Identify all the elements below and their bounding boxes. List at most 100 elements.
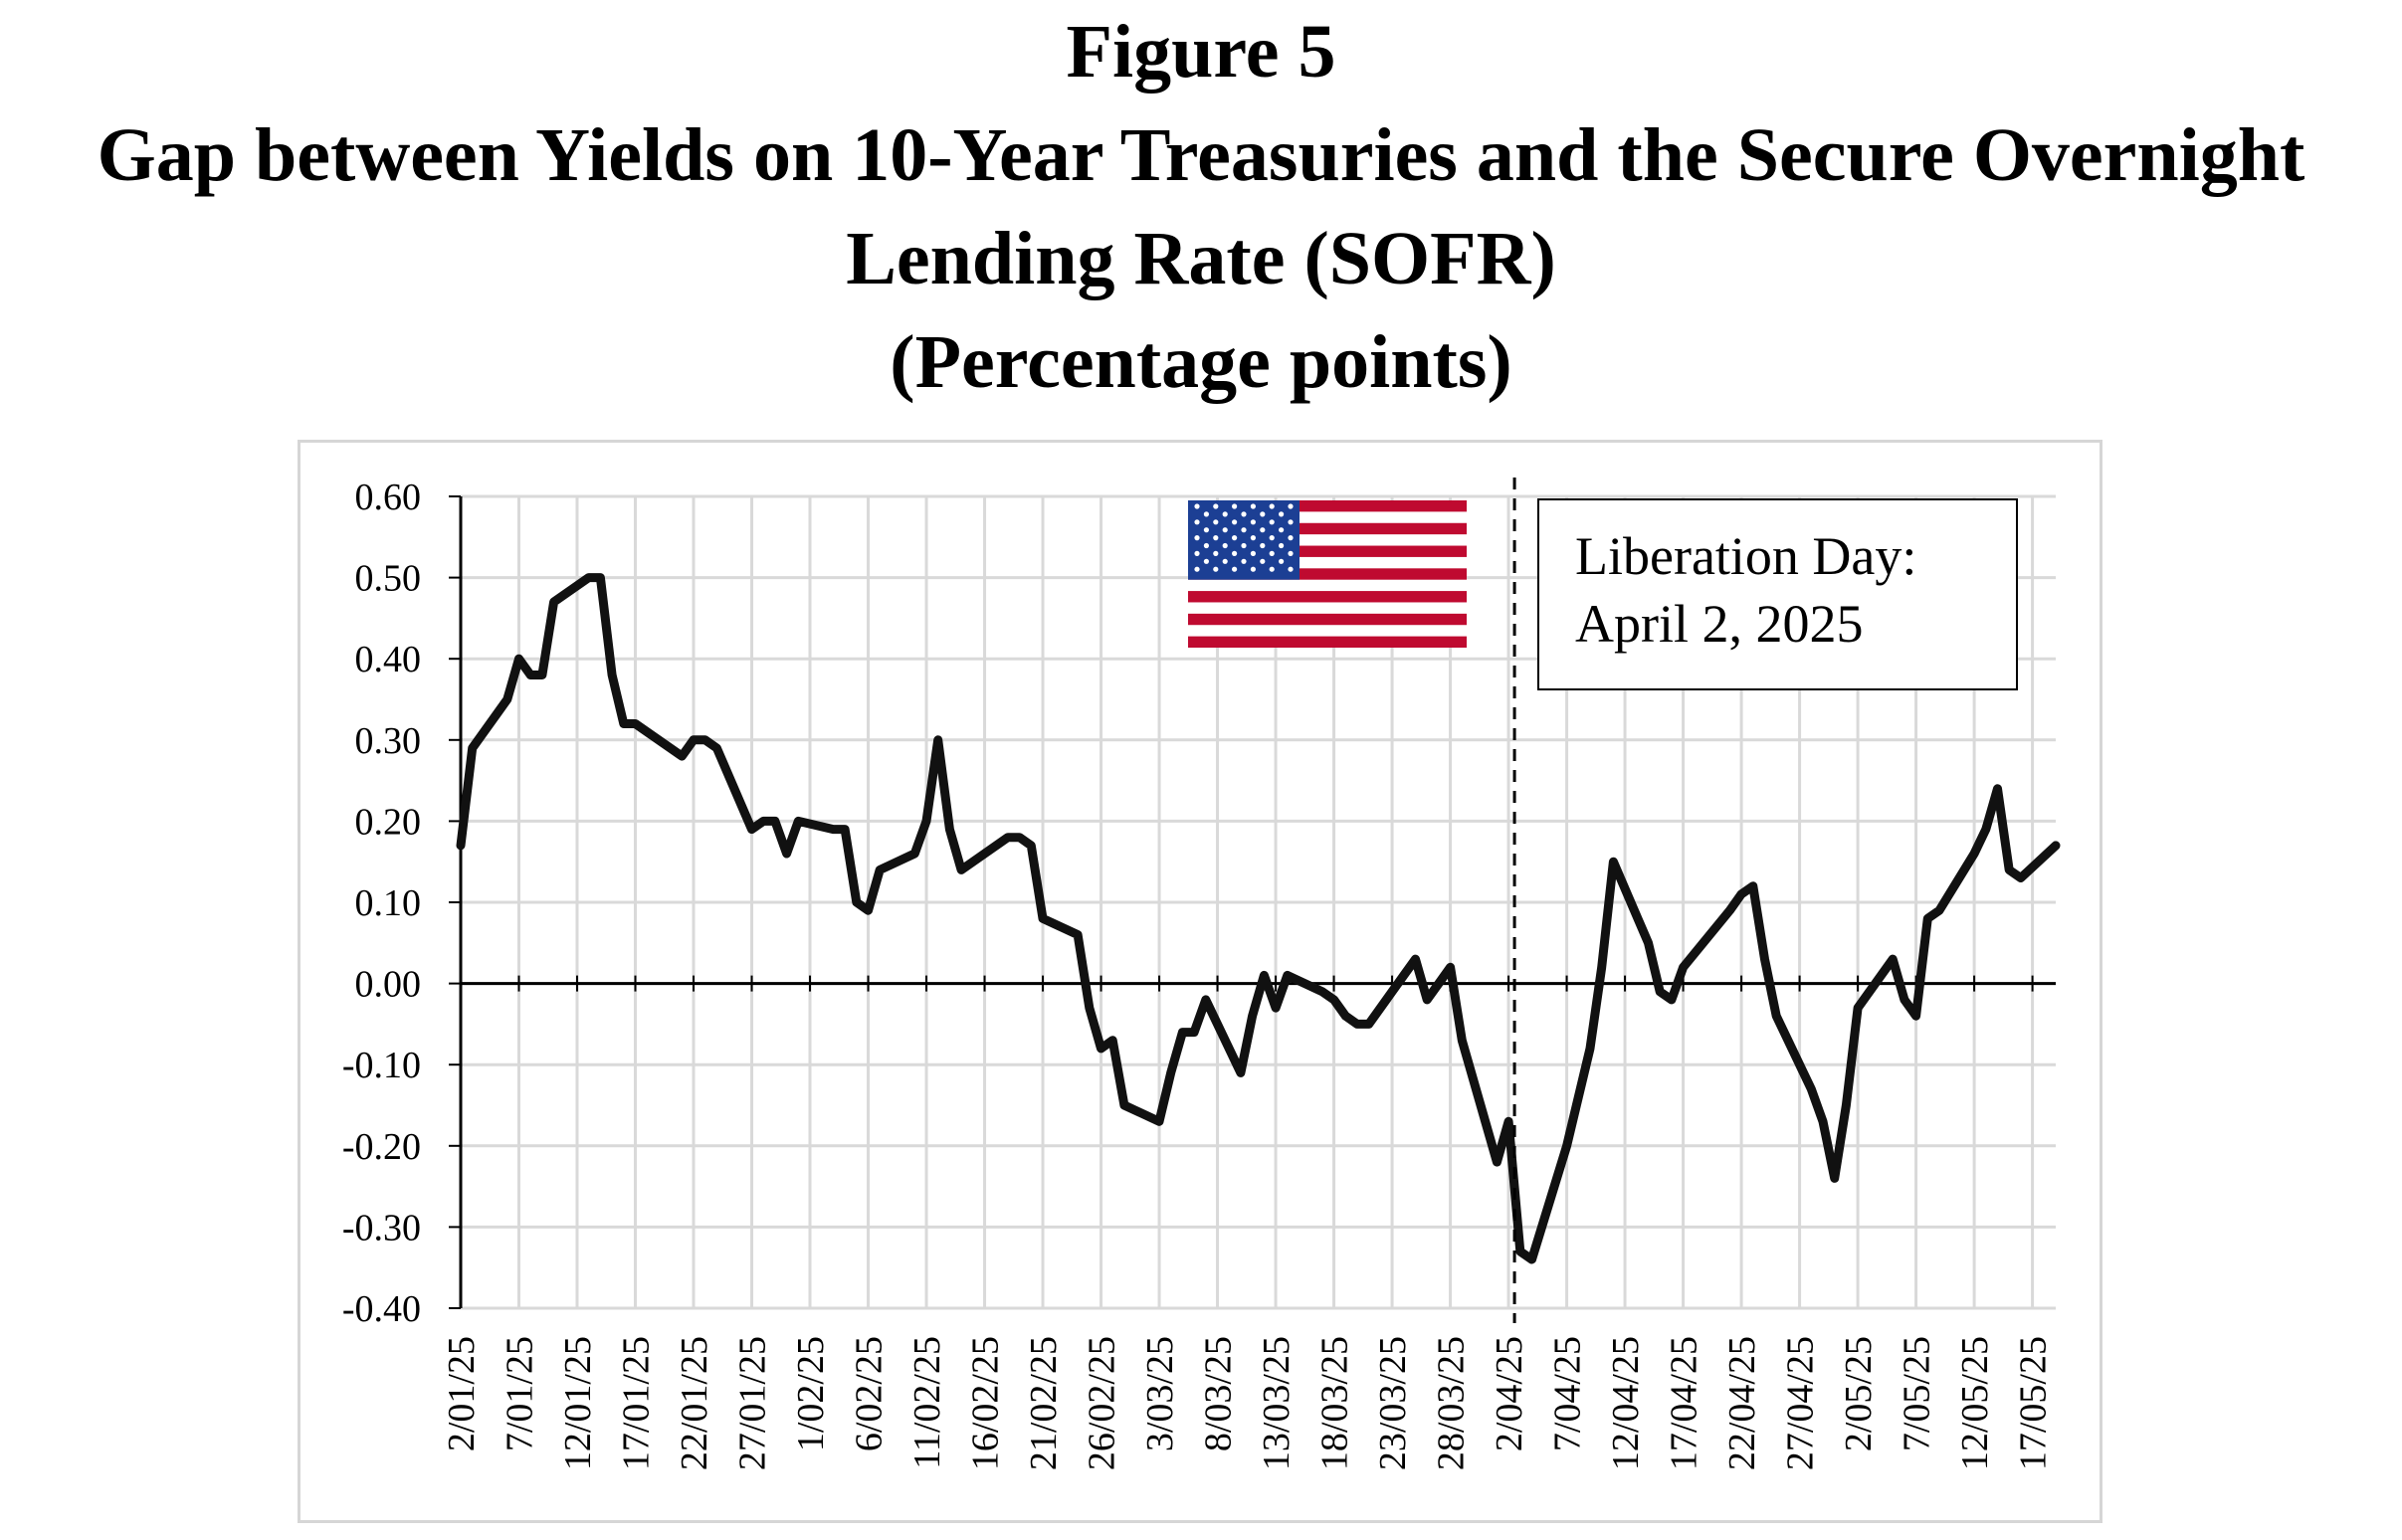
flag-star	[1269, 535, 1275, 541]
y-axis-tick-labels: 0.60 0.50 0.40 0.30 0.20 0.10 0.00 -0.10 -0.20 -0…	[342, 477, 421, 1330]
series	[456, 573, 2061, 1264]
flag-stripe	[1188, 625, 1467, 638]
flag-star	[1288, 535, 1294, 541]
us-flag-icon	[1188, 500, 1467, 648]
chart-area-border	[298, 440, 2102, 1523]
y-tick-label: 0.10	[355, 882, 422, 924]
x-tick-label: 21/02/25	[1023, 1336, 1065, 1470]
flag-star	[1288, 550, 1294, 556]
flag-star	[1269, 519, 1275, 525]
x-tick-label: 11/02/25	[906, 1336, 948, 1469]
y-tick-label: 0.50	[355, 558, 422, 600]
annotation-box: Liberation Day: April 2, 2025	[1537, 498, 2018, 690]
x-tick-label: 7/04/25	[1547, 1336, 1589, 1451]
flag-star	[1203, 511, 1209, 517]
x-tick-label: 7/01/25	[500, 1336, 541, 1451]
flag-star	[1222, 511, 1228, 517]
x-tick-label: 2/01/25	[441, 1336, 483, 1451]
series-line	[456, 573, 2061, 1264]
flag-star	[1269, 566, 1275, 572]
flag-star	[1288, 519, 1294, 525]
x-tick-label: 3/03/25	[1139, 1336, 1181, 1451]
x-tick-label: 12/01/25	[557, 1336, 599, 1470]
flag-star	[1260, 542, 1266, 549]
flag-star	[1241, 542, 1247, 549]
x-axis-tick-labels: 2/01/25 7/01/25 12/01/25 17/01/25 22/01/25 27…	[441, 1336, 2055, 1470]
flag-star	[1203, 527, 1209, 533]
flag-star	[1194, 519, 1200, 525]
flag-stripe	[1188, 579, 1467, 592]
x-tick-label: 27/04/25	[1780, 1336, 1822, 1470]
x-tick-label: 22/01/25	[674, 1336, 715, 1470]
flag-star	[1241, 558, 1247, 564]
x-tick-label: 18/03/25	[1314, 1336, 1356, 1470]
y-tick-label: 0.30	[355, 720, 422, 762]
chart-titles: Figure 5 Gap between Yields on 10-Year T…	[0, 0, 2402, 414]
x-tick-label: 2/04/25	[1489, 1336, 1530, 1451]
flag-star	[1279, 558, 1285, 564]
flag-star	[1213, 503, 1219, 509]
flag-stripe	[1188, 534, 1467, 547]
x-tick-label: 17/05/25	[2013, 1336, 2055, 1470]
flag-star	[1213, 550, 1219, 556]
x-tick-label: 12/05/25	[1954, 1336, 1996, 1470]
flag-stripe	[1188, 591, 1467, 603]
annotation-line-2: April 2, 2025	[1575, 594, 1864, 654]
flag-star	[1279, 511, 1285, 517]
flag-star	[1194, 550, 1200, 556]
flag-star	[1203, 542, 1209, 549]
flag-star	[1241, 511, 1247, 517]
flag-star	[1232, 566, 1238, 572]
flag-star	[1250, 519, 1256, 525]
flag-stripe	[1188, 602, 1467, 615]
flag-star	[1203, 558, 1209, 564]
flag-star	[1269, 550, 1275, 556]
flag-star	[1250, 503, 1256, 509]
flag-star	[1213, 519, 1219, 525]
x-tick-label: 6/02/25	[849, 1336, 891, 1451]
flag-stripe	[1188, 500, 1467, 512]
x-tick-label: 22/04/25	[1721, 1336, 1763, 1470]
flag-star	[1194, 535, 1200, 541]
flag-stripe	[1188, 522, 1467, 535]
flag-stripe	[1188, 556, 1467, 569]
y-tick-label: -0.10	[342, 1045, 421, 1086]
flag-star	[1250, 535, 1256, 541]
x-tick-label: 16/02/25	[965, 1336, 1007, 1470]
flag-star	[1213, 566, 1219, 572]
x-tick-label: 23/03/25	[1372, 1336, 1414, 1470]
y-tick-label: -0.30	[342, 1207, 421, 1249]
flag-star	[1288, 503, 1294, 509]
flag-star	[1260, 511, 1266, 517]
x-tick-label: 26/02/25	[1082, 1336, 1123, 1470]
x-tick-label: 8/03/25	[1198, 1336, 1240, 1451]
chart-title-line-1: Gap between Yields on 10-Year Treasuries…	[97, 113, 2305, 197]
annotation-line-1: Liberation Day:	[1575, 526, 1917, 586]
flag-stripe	[1188, 636, 1467, 648]
flag-star	[1213, 535, 1219, 541]
flag-stripe	[1188, 568, 1467, 581]
chart-title-line-2: Lending Rate (SOFR)	[846, 217, 1556, 300]
flag-star	[1232, 503, 1238, 509]
flag-star	[1194, 566, 1200, 572]
flag-star	[1260, 558, 1266, 564]
x-tick-label: 1/02/25	[790, 1336, 832, 1451]
flag-star	[1279, 527, 1285, 533]
flag-star	[1269, 503, 1275, 509]
x-tick-label: 13/03/25	[1256, 1336, 1298, 1470]
flag-star	[1241, 527, 1247, 533]
y-tick-label: -0.40	[342, 1288, 421, 1330]
x-tick-label: 17/01/25	[616, 1336, 658, 1470]
figure-label: Figure 5	[1066, 10, 1336, 94]
flag-star	[1194, 503, 1200, 509]
flag-star	[1288, 566, 1294, 572]
x-tick-label: 7/05/25	[1897, 1336, 1938, 1451]
flag-star	[1222, 542, 1228, 549]
chart-subtitle: (Percentage points)	[890, 320, 1512, 404]
flag-star	[1222, 558, 1228, 564]
x-tick-label: 12/04/25	[1605, 1336, 1647, 1470]
x-tick-label: 28/03/25	[1431, 1336, 1473, 1470]
flag-star	[1232, 519, 1238, 525]
x-tick-label: 2/05/25	[1838, 1336, 1880, 1451]
flag-star	[1250, 550, 1256, 556]
